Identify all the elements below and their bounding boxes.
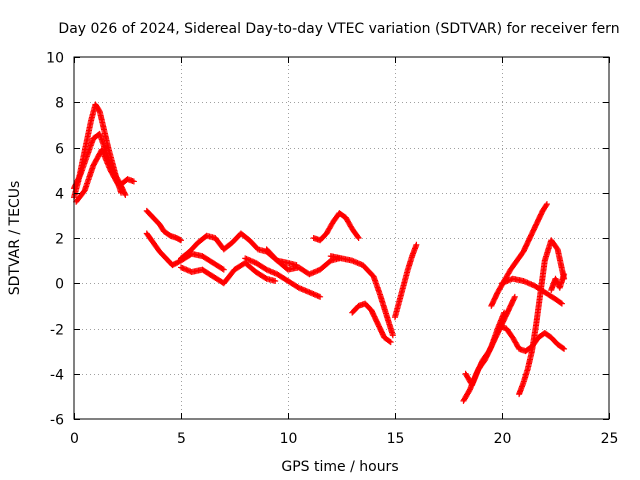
series-arc-4 — [143, 207, 184, 244]
series-arc-8 — [242, 255, 324, 300]
data-point — [178, 237, 184, 244]
y-tick-label: 10 — [46, 51, 64, 67]
x-tick-label: 0 — [70, 431, 79, 447]
data-point — [354, 233, 361, 240]
x-tick-label: 15 — [387, 431, 405, 447]
data-point — [561, 271, 568, 278]
data-point — [130, 178, 137, 185]
y-tick-label: 0 — [55, 277, 64, 293]
y-tick-label: -6 — [50, 413, 64, 429]
x-tick-label: 10 — [280, 431, 298, 447]
y-tick-label: -4 — [50, 368, 64, 384]
series-arc-17 — [499, 275, 565, 307]
y-axis-label: SDTVAR / TECUs — [7, 181, 23, 296]
x-tick-label: 20 — [494, 431, 512, 447]
data-point — [262, 274, 269, 281]
data-point — [559, 345, 566, 352]
data-point — [413, 241, 420, 248]
data-point — [220, 266, 227, 273]
chart-title: Day 026 of 2024, Sidereal Day-to-day VTE… — [58, 21, 619, 37]
series-arc-13 — [392, 241, 420, 321]
x-tick-label: 5 — [177, 431, 186, 447]
y-tick-label: 6 — [55, 142, 64, 158]
data-point — [389, 332, 396, 339]
series-arc-20 — [548, 271, 568, 294]
data-point — [511, 293, 518, 300]
series-arc-11 — [327, 253, 396, 339]
data-point — [355, 235, 362, 241]
series-arc-15 — [462, 309, 508, 389]
ticks-layer: 0 5 10 15 20 25 -6 -4 -2 0 2 4 6 8 10 — [46, 51, 618, 448]
data-point — [386, 338, 393, 345]
y-tick-label: -2 — [50, 323, 64, 339]
series-arc-19 — [516, 237, 568, 398]
y-tick-label: 2 — [55, 232, 64, 248]
x-tick-label: 25 — [601, 431, 619, 447]
data-marks-layer — [71, 101, 568, 404]
data-point — [558, 300, 565, 307]
series-arc-12 — [349, 300, 394, 346]
y-tick-label: 4 — [55, 187, 64, 203]
series-arc-10 — [310, 210, 362, 244]
data-point — [122, 192, 129, 199]
data-point — [561, 345, 568, 352]
data-point — [317, 293, 324, 300]
data-point — [557, 299, 564, 306]
series-arc-3 — [73, 146, 137, 205]
series-arc-7 — [178, 259, 279, 287]
data-point — [272, 277, 279, 284]
series-arc-5 — [143, 230, 227, 273]
data-point — [387, 339, 394, 346]
data-point — [543, 201, 550, 208]
data-point — [501, 309, 508, 316]
y-tick-label: 8 — [55, 96, 64, 112]
data-point — [543, 202, 550, 209]
data-point — [219, 265, 226, 272]
x-axis-label: GPS time / hours — [281, 459, 398, 475]
